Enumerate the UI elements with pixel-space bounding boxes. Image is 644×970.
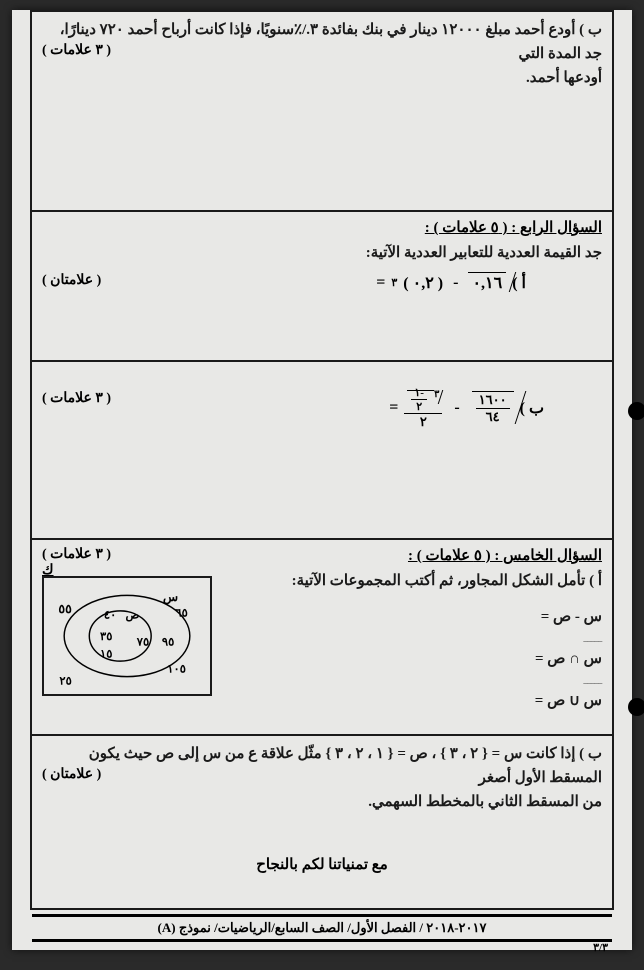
svg-text:٤٠: ٤٠: [104, 609, 116, 622]
q3b-marks: ( ٣ علامات ): [42, 42, 111, 59]
q3b-line1: ب ) أودع أحمد مبلغ ١٢٠٠٠ دينار في بنك بف…: [42, 18, 602, 66]
q3b-line2: أودعها أحمد.: [42, 66, 602, 90]
q4a-block: السؤال الرابع : ( ٥ علامات ) : جد القيمة…: [32, 212, 612, 362]
svg-text:٩٥: ٩٥: [162, 636, 174, 649]
q4-sub: جد القيمة العددية للتعابير العددية الآتي…: [42, 241, 602, 265]
svg-text:س: س: [163, 590, 179, 605]
q3b-block: ب ) أودع أحمد مبلغ ١٢٠٠٠ دينار في بنك بف…: [32, 12, 612, 212]
q5a-marks: ( ٣ علامات ): [42, 546, 111, 563]
wish-text: مع تمنياتنا لكم بالنجاح: [32, 855, 612, 874]
page-number: ٣/٣: [593, 941, 608, 954]
q4b-marks: ( ٣ علامات ): [42, 390, 111, 407]
q5b-block: ب ) إذا كانت س = { ٢ ، ٣ } ، ص = { ١ ، ٢…: [32, 736, 612, 864]
footer-bar: ٢٠١٧-٢٠١٨ / الفصل الأول/ الصف السابع/الر…: [32, 914, 612, 942]
svg-text:١٥: ١٥: [100, 647, 112, 660]
svg-text:٢٥: ٢٥: [59, 674, 71, 687]
q5b-marks: ( علامتان ): [42, 766, 101, 783]
svg-text:٥٥: ٥٥: [58, 602, 72, 616]
venn-diagram: س ص ٥٥ ٤٠ ٦٥ ٩٥ ٣٥ ٧٥ ١٠٥ ١٥ ٢٥: [42, 576, 212, 696]
q5b-line2: من المسقط الثاني بالمخطط السهمي.: [42, 790, 602, 814]
svg-text:ص: ص: [126, 609, 140, 623]
q5-title: السؤال الخامس : ( ٥ علامات ) :: [42, 546, 602, 565]
q4a-marks: ( علامتان ): [42, 272, 101, 289]
svg-text:٦٥: ٦٥: [175, 607, 187, 620]
svg-text:٣٥: ٣٥: [100, 630, 112, 643]
svg-text:١٠٥: ١٠٥: [167, 663, 186, 676]
q4b-block: ( ٣ علامات ) = ١- ٢ ٣: [32, 362, 612, 540]
q4-title: السؤال الرابع : ( ٥ علامات ) :: [42, 218, 602, 237]
q4b-equation: = ١- ٢ ٣ ٢ -: [389, 386, 552, 430]
q5a-block: السؤال الخامس : ( ٥ علامات ) : ( ٣ علاما…: [32, 540, 612, 736]
q4a-equation: = ٣ ( ٠,٢ ) - ٠,١٦ أ ): [376, 272, 532, 293]
svg-text:٧٥: ٧٥: [136, 636, 149, 649]
q5b-line1: ب ) إذا كانت س = { ٢ ، ٣ } ، ص = { ١ ، ٢…: [42, 742, 602, 790]
